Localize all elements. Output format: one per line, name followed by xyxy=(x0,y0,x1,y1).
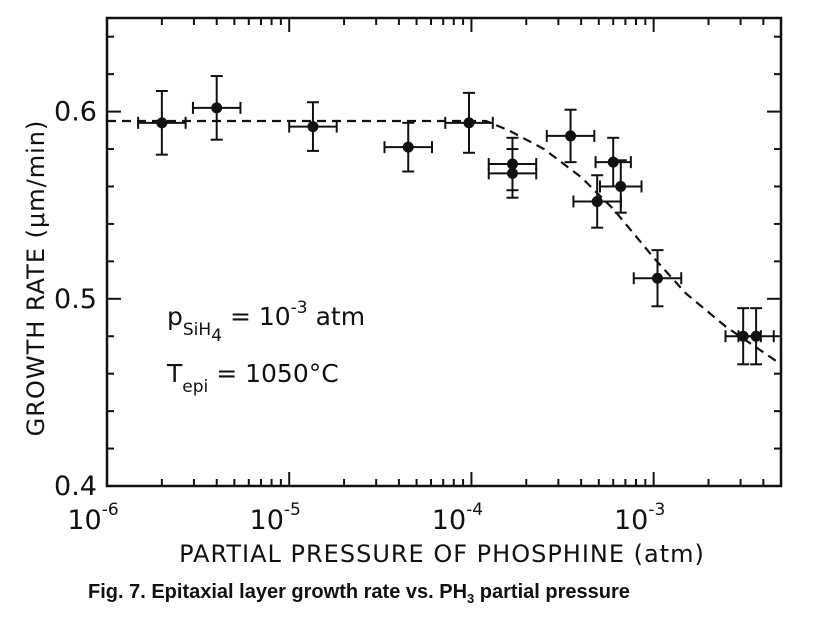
data-point xyxy=(737,307,775,366)
x-tick-exponent: -4 xyxy=(466,500,483,520)
ann-p-subsubscript: 4 xyxy=(211,326,222,346)
data-marker xyxy=(156,117,168,129)
caption-subscript: 3 xyxy=(467,591,475,606)
axis-ticks: 10-6 10-5 10-4 10-30.40.50.6 xyxy=(54,18,782,536)
data-points-group xyxy=(137,75,775,366)
silane-pressure-annotation: pSiH4 = 10-3 atm xyxy=(167,298,365,346)
plot-frame xyxy=(105,16,783,488)
data-point xyxy=(383,121,433,173)
data-point xyxy=(444,91,494,154)
ann-p-value: = 10 xyxy=(222,302,291,331)
x-tick-label: 10-3 xyxy=(614,500,665,536)
data-point xyxy=(545,108,596,164)
ann-p-symbol: p xyxy=(167,302,183,331)
ann-p-subscript: SiH xyxy=(183,320,211,340)
epi-temperature-annotation: Tepi = 1050°C xyxy=(166,359,339,397)
ann-p-unit: atm xyxy=(308,302,365,331)
x-tick-label: 10-6 xyxy=(67,500,118,536)
x-tick-exponent: -6 xyxy=(102,500,119,520)
x-tick-base: 10 xyxy=(250,505,284,536)
ann-t-subscript: epi xyxy=(182,377,208,397)
data-marker xyxy=(565,130,577,142)
data-marker xyxy=(651,272,663,284)
data-marker xyxy=(402,141,414,153)
data-marker xyxy=(607,156,619,168)
caption-tail: partial pressure xyxy=(474,581,630,603)
x-tick-label: 10-4 xyxy=(432,500,483,536)
data-point xyxy=(594,136,632,188)
x-tick-base: 10 xyxy=(432,505,466,536)
x-tick-base: 10 xyxy=(614,505,648,536)
ann-t-value: = 1050°C xyxy=(208,359,338,388)
data-point xyxy=(598,159,643,214)
data-point xyxy=(191,75,242,141)
data-marker xyxy=(307,121,319,133)
data-marker xyxy=(591,195,603,207)
data-point xyxy=(288,101,338,152)
y-tick-label: 0.6 xyxy=(54,97,97,128)
data-marker xyxy=(506,167,518,179)
data-point xyxy=(487,148,538,199)
data-point xyxy=(137,90,187,156)
y-tick-label: 0.4 xyxy=(54,471,97,502)
y-axis-title: GROWTH RATE (μm/min) xyxy=(22,120,50,437)
y-tick-label: 0.5 xyxy=(54,284,97,315)
figure-caption: Fig. 7. Epitaxial layer growth rate vs. … xyxy=(88,581,808,606)
caption-text: Fig. 7. Epitaxial layer growth rate vs. … xyxy=(88,581,468,603)
ann-p-exponent: -3 xyxy=(291,298,308,318)
ann-t-symbol: T xyxy=(166,359,183,388)
x-tick-label: 10-5 xyxy=(250,500,301,536)
data-marker xyxy=(615,180,627,192)
x-tick-exponent: -3 xyxy=(648,500,665,520)
data-marker xyxy=(463,117,475,129)
data-point xyxy=(632,249,683,308)
x-axis-title: PARTIAL PRESSURE OF PHOSPHINE (atm) xyxy=(179,540,705,568)
x-tick-exponent: -5 xyxy=(284,500,301,520)
data-marker xyxy=(211,102,223,114)
x-tick-base: 10 xyxy=(67,505,101,536)
growth-rate-chart: 10-6 10-5 10-4 10-30.40.50.6 GROWTH RATE (μ… xyxy=(22,16,783,568)
data-marker xyxy=(750,330,762,342)
